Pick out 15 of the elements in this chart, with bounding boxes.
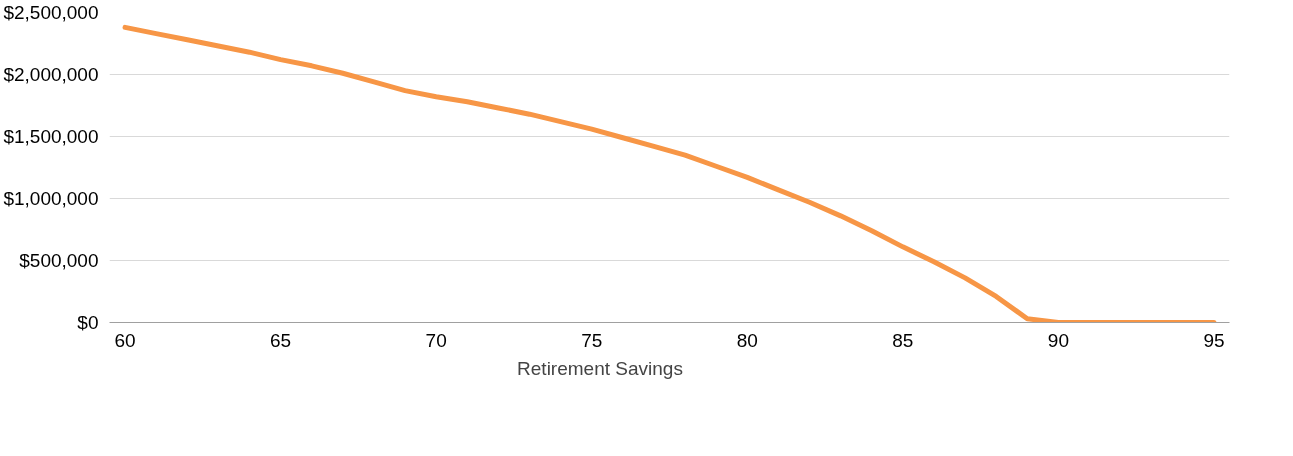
x-tick-label: 70 xyxy=(425,329,447,351)
y-tick-label: $0 xyxy=(77,312,99,333)
x-tick-label: 75 xyxy=(581,329,603,351)
y-tick-label: $1,500,000 xyxy=(3,126,99,147)
y-tick-label: $2,000,000 xyxy=(3,64,99,85)
x-tick-label: 95 xyxy=(1203,329,1225,351)
x-tick-label: 65 xyxy=(270,329,292,351)
text: Retirement Savings xyxy=(517,358,683,380)
y-tick-label: $1,000,000 xyxy=(3,188,99,209)
y-tick-label: $2,500,000 xyxy=(3,2,99,23)
x-tick-label: 60 xyxy=(114,329,136,351)
x-tick-label: 90 xyxy=(1047,329,1069,351)
x-tick-label: 85 xyxy=(892,329,914,351)
x-tick-label: 80 xyxy=(736,329,758,351)
y-tick-label: $500,000 xyxy=(19,250,99,271)
